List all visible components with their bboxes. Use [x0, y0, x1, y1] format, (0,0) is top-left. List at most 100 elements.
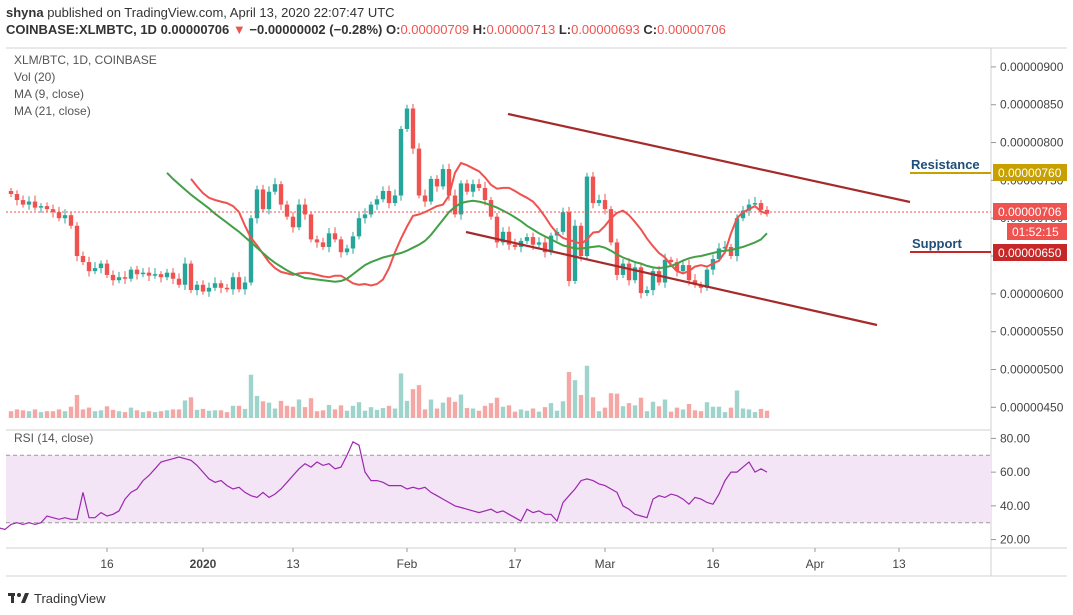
- volume-bar: [236, 405, 242, 418]
- rsi-tick-label: 60.00: [1000, 465, 1030, 479]
- volume-bar: [452, 401, 458, 418]
- candle-body: [482, 187, 488, 201]
- candle-body: [236, 277, 242, 290]
- candle-body: [722, 246, 728, 249]
- tradingview-logo-icon[interactable]: [8, 591, 30, 605]
- volume-bar: [116, 411, 122, 418]
- candle-body: [752, 203, 758, 205]
- volume-bar: [380, 408, 386, 418]
- volume-bar: [620, 406, 626, 418]
- resistance-price-tag: [993, 164, 1067, 181]
- candle-body: [14, 193, 20, 201]
- volume-bar: [212, 410, 218, 418]
- volume-bar: [182, 400, 188, 418]
- candle-body: [488, 200, 494, 217]
- candle-body: [638, 267, 644, 294]
- volume-bar: [368, 407, 374, 418]
- candle-body: [50, 209, 56, 213]
- rsi-band-layer: [6, 454, 991, 524]
- volume-bar: [14, 409, 20, 418]
- legend-rsi[interactable]: RSI (14, close): [14, 431, 93, 445]
- candle-body: [632, 267, 638, 281]
- symbol-label[interactable]: COINBASE:XLMBTC, 1D: [6, 22, 157, 37]
- candle-body: [692, 280, 698, 285]
- time-tick-label: 17: [508, 557, 522, 571]
- volume-bar: [374, 409, 380, 418]
- volume-bar: [560, 401, 566, 418]
- volume-bar: [494, 397, 500, 418]
- candle-body: [170, 272, 176, 279]
- candle-body: [284, 204, 290, 217]
- candle-body: [212, 283, 218, 288]
- candle-body: [404, 108, 410, 129]
- candle-body: [542, 242, 548, 253]
- rsi-band: [6, 455, 991, 523]
- candle-body: [728, 246, 734, 257]
- time-tick-label: Apr: [806, 557, 825, 571]
- last-price-tag: [993, 203, 1067, 220]
- candle-body: [392, 195, 398, 204]
- price-axis[interactable]: 0.000009000.000008500.000008000.00000750…: [991, 60, 1064, 547]
- volume-bar: [536, 411, 542, 418]
- candle-body: [332, 233, 338, 240]
- candle-body: [368, 204, 374, 215]
- volume-bar: [404, 400, 410, 418]
- volume-bar: [674, 407, 680, 418]
- volume-bar: [578, 395, 584, 418]
- candle-body: [656, 271, 662, 283]
- legend-ma9[interactable]: MA (9, close): [14, 87, 84, 101]
- volume-bar: [122, 412, 128, 418]
- close-value: 0.00000706: [657, 22, 726, 37]
- candle-body: [356, 218, 362, 237]
- candle-body: [62, 215, 68, 219]
- volume-bar: [692, 410, 698, 418]
- publisher-name[interactable]: shyna: [6, 5, 44, 20]
- volume-bar: [98, 410, 104, 418]
- candle-body: [254, 189, 260, 219]
- publish-text: published on TradingView.com, April 13, …: [47, 5, 395, 20]
- volume-bar: [566, 372, 572, 418]
- volume-bar: [20, 410, 26, 418]
- time-tick-label: 13: [286, 557, 300, 571]
- candle-body: [548, 235, 554, 253]
- volume-bar: [500, 406, 506, 418]
- candle-body: [734, 218, 740, 257]
- candle-body: [680, 265, 686, 272]
- volume-bar: [476, 410, 482, 418]
- volume-bar: [410, 389, 416, 418]
- volume-bar: [200, 408, 206, 418]
- candle-body: [386, 190, 392, 204]
- volume-bar: [242, 408, 248, 418]
- candle-body: [668, 259, 674, 263]
- candle-body: [434, 178, 440, 187]
- volume-bar: [344, 410, 350, 418]
- rsi-tick-label: 40.00: [1000, 499, 1030, 513]
- candle-body: [602, 200, 608, 210]
- volume-bar: [164, 410, 170, 418]
- chart-canvas[interactable]: 0.000009000.000008500.000008000.00000750…: [0, 44, 1073, 582]
- volume-bar: [740, 408, 746, 418]
- candle-body: [230, 277, 236, 290]
- candle-body: [740, 210, 746, 219]
- candle-body: [218, 283, 224, 288]
- legend-title[interactable]: XLM/BTC, 1D, COINBASE: [14, 53, 157, 67]
- candle-body: [758, 203, 764, 210]
- candle-body: [248, 218, 254, 283]
- tradingview-brand[interactable]: TradingView: [34, 591, 106, 606]
- price-tick-label: 0.00000500: [1000, 362, 1064, 376]
- legend-volume[interactable]: Vol (20): [14, 70, 55, 84]
- candle-body: [224, 287, 230, 290]
- candle-body: [608, 209, 614, 243]
- volume-bar: [470, 408, 476, 418]
- volume-bar: [26, 411, 32, 418]
- legend-ma21[interactable]: MA (21, close): [14, 104, 91, 118]
- candle-body: [584, 176, 590, 257]
- candle-body: [476, 184, 482, 188]
- candle-body: [206, 287, 212, 292]
- candle-body: [314, 239, 320, 243]
- volume-bar: [62, 411, 68, 418]
- time-axis[interactable]: 16 2020 13 Feb 17 Mar 16 Apr 13: [100, 548, 906, 571]
- candle-body: [128, 269, 134, 279]
- volume-bar: [134, 410, 140, 418]
- price-tick-label: 0.00000600: [1000, 287, 1064, 301]
